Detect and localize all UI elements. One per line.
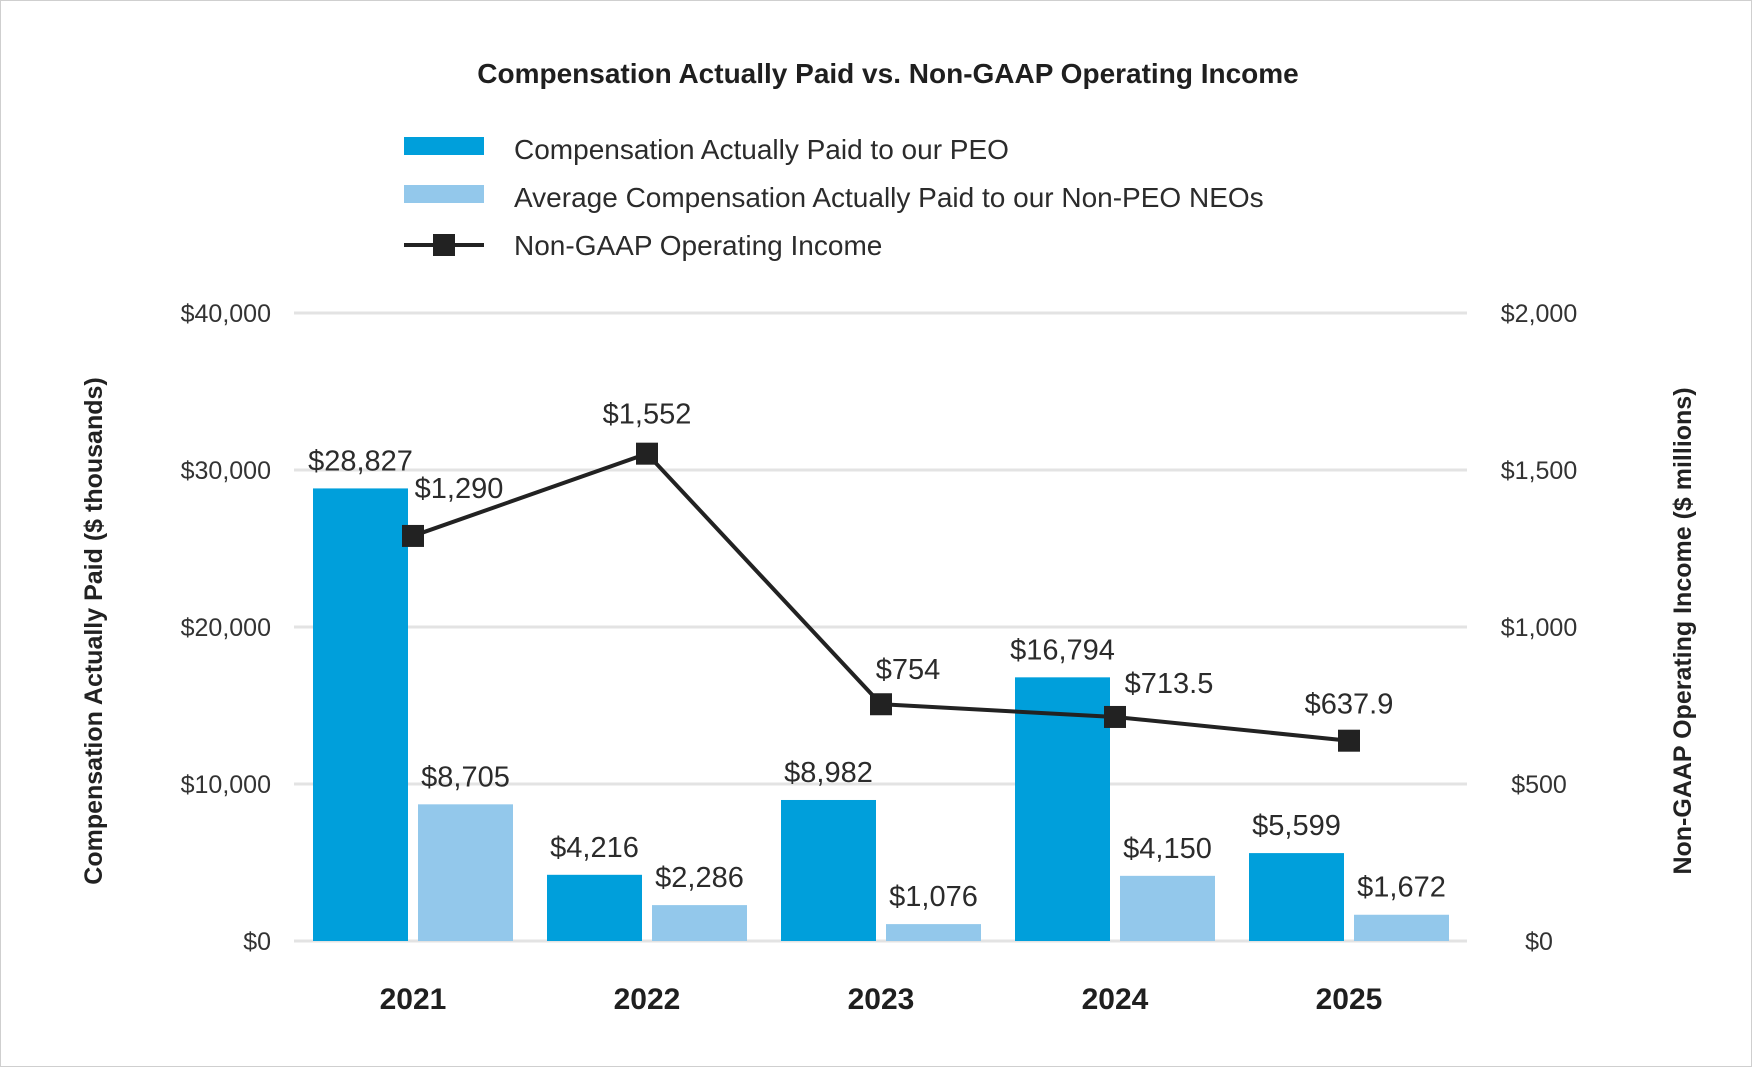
- legend-swatch-peo: [404, 137, 484, 155]
- bar-label-peo: $5,599: [1252, 810, 1341, 842]
- line-label: $1,552: [603, 399, 692, 431]
- right-axis-ticks: $0 $500 $1,000 $1,500 $2,000: [1501, 300, 1577, 956]
- line-label: $637.9: [1305, 689, 1394, 721]
- bar-non-peo: [886, 924, 981, 941]
- legend-swatch-non-peo: [404, 185, 484, 203]
- legend-marker-operating-income: [433, 234, 455, 256]
- right-axis-title: Non-GAAP Operating Income ($ millions): [1669, 387, 1697, 874]
- y-tick-label-left: $0: [243, 928, 271, 956]
- bar-label-non-peo: $8,705: [421, 761, 510, 793]
- bar-peo: [1015, 677, 1110, 941]
- line-marker: [402, 524, 424, 547]
- legend-label-operating-income: Non-GAAP Operating Income: [514, 230, 882, 261]
- bar-label-non-peo: $2,286: [655, 862, 744, 894]
- line-marker: [636, 442, 658, 465]
- bar-label-non-peo: $1,672: [1357, 872, 1446, 904]
- line-marker: [870, 693, 892, 716]
- line-label: $754: [876, 654, 941, 686]
- y-tick-label-left: $30,000: [181, 457, 271, 485]
- x-tick-label: 2023: [848, 983, 915, 1016]
- bar-peo: [547, 874, 642, 941]
- chart-title: Compensation Actually Paid vs. Non-GAAP …: [477, 58, 1298, 89]
- left-axis-title: Compensation Actually Paid ($ thousands): [80, 377, 108, 884]
- x-tick-label: 2025: [1316, 983, 1383, 1016]
- line-label: $1,290: [415, 473, 504, 505]
- data-labels: $28,827 $8,705 $4,216 $2,286 $8,982 $1,076 $16…: [308, 399, 1446, 913]
- y-tick-label-right: $500: [1511, 771, 1567, 799]
- y-tick-label-left: $40,000: [181, 300, 271, 328]
- bar-label-peo: $4,216: [550, 832, 639, 864]
- legend-label-non-peo: Average Compensation Actually Paid to ou…: [514, 182, 1264, 213]
- y-tick-label-left: $10,000: [181, 771, 271, 799]
- x-tick-label: 2022: [614, 983, 681, 1016]
- bar-label-non-peo: $4,150: [1123, 833, 1212, 865]
- bar-non-peo: [418, 804, 513, 941]
- bar-label-peo: $16,794: [1010, 634, 1115, 666]
- legend-label-peo: Compensation Actually Paid to our PEO: [514, 134, 1009, 165]
- left-axis-ticks: $0 $10,000 $20,000 $30,000 $40,000: [181, 300, 271, 956]
- bar-label-peo: $28,827: [308, 445, 413, 477]
- legend: Compensation Actually Paid to our PEO Av…: [404, 134, 1264, 261]
- x-tick-label: 2021: [380, 983, 447, 1016]
- bar-non-peo: [1120, 875, 1215, 941]
- bar-label-non-peo: $1,076: [889, 881, 978, 913]
- bar-label-peo: $8,982: [784, 757, 873, 789]
- y-tick-label-right: $1,000: [1501, 614, 1577, 642]
- x-axis-ticks: 2021 2022 2023 2024 2025: [380, 983, 1383, 1016]
- bar-non-peo: [652, 905, 747, 941]
- y-tick-label-right: $2,000: [1501, 300, 1577, 328]
- x-tick-label: 2024: [1082, 983, 1149, 1016]
- bar-peo: [1249, 853, 1344, 941]
- bars: [313, 488, 1449, 941]
- line-marker: [1338, 729, 1360, 752]
- y-tick-label-right: $1,500: [1501, 457, 1577, 485]
- bar-peo: [313, 488, 408, 941]
- y-tick-label-left: $20,000: [181, 614, 271, 642]
- line-label: $713.5: [1125, 668, 1214, 700]
- y-tick-label-right: $0: [1525, 928, 1553, 956]
- operating-income-line: [402, 442, 1360, 752]
- bar-non-peo: [1354, 914, 1449, 941]
- line-marker: [1104, 705, 1126, 728]
- bar-peo: [781, 799, 876, 941]
